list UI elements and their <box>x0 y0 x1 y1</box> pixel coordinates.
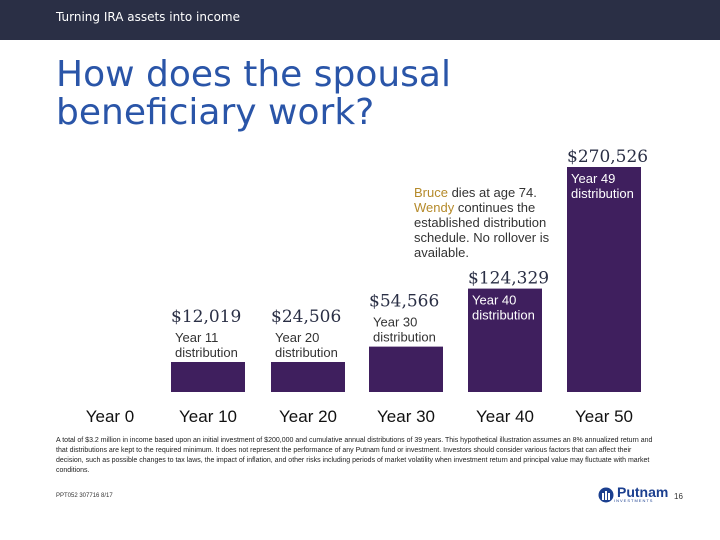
x-tick-year-10: Year 10 <box>179 407 237 426</box>
distribution-bar-chart: Year 0 $12,019 Year 11 distribution Year 10 $… <box>86 147 648 426</box>
logo-wordmark: Putnam <box>617 484 669 500</box>
distribution-label-year-50: Year 49 distribution <box>571 171 634 201</box>
value-label-year-50: $270,526 <box>567 147 648 167</box>
annotation-name-wendy: Wendy <box>414 200 455 215</box>
distribution-label-year-10: Year 11 distribution <box>175 330 238 360</box>
annotation-name-bruce: Bruce <box>414 185 448 200</box>
distribution-label-year-30: Year 30 distribution <box>373 315 436 345</box>
x-tick-year-40: Year 40 <box>476 407 534 426</box>
distribution-label-year-20: Year 20 distribution <box>275 330 338 360</box>
value-label-year-20: $24,506 <box>271 307 341 327</box>
page-number: 16 <box>674 492 683 501</box>
bar-year-20 <box>271 362 345 392</box>
x-tick-year-0: Year 0 <box>86 407 135 426</box>
footer-code: PPT052 307716 8/17 <box>56 493 113 499</box>
value-label-year-40: $124,329 <box>468 269 549 289</box>
value-label-year-30: $54,566 <box>369 292 439 312</box>
logo-subtext: INVESTMENTS <box>614 498 654 503</box>
bar-year-40 <box>468 288 542 392</box>
bar-year-10 <box>171 362 245 392</box>
bar-year-50 <box>567 167 641 392</box>
x-tick-year-20: Year 20 <box>279 407 337 426</box>
x-tick-year-50: Year 50 <box>575 407 633 426</box>
chart-annotation: Bruce dies at age 74. Wendy continues th… <box>414 185 564 260</box>
distribution-label-year-40: Year 40 distribution <box>472 293 535 323</box>
value-label-year-10: $12,019 <box>171 307 241 327</box>
header-bar: Turning IRA assets into income <box>0 0 720 40</box>
annotation-text-1: dies at age 74. <box>447 185 537 200</box>
disclaimer-text: A total of $3.2 million in income based … <box>56 437 653 474</box>
putnam-logo: Putnam INVESTMENTS <box>598 484 669 503</box>
x-tick-year-30: Year 30 <box>377 407 435 426</box>
bar-year-30 <box>369 346 443 392</box>
putnam-logo-icon <box>598 487 614 502</box>
annotation-text-2: continues the established distribution s… <box>414 200 550 260</box>
page-title: How does the spousal beneficiary work? <box>56 54 451 133</box>
section-title: Turning IRA assets into income <box>56 10 240 24</box>
